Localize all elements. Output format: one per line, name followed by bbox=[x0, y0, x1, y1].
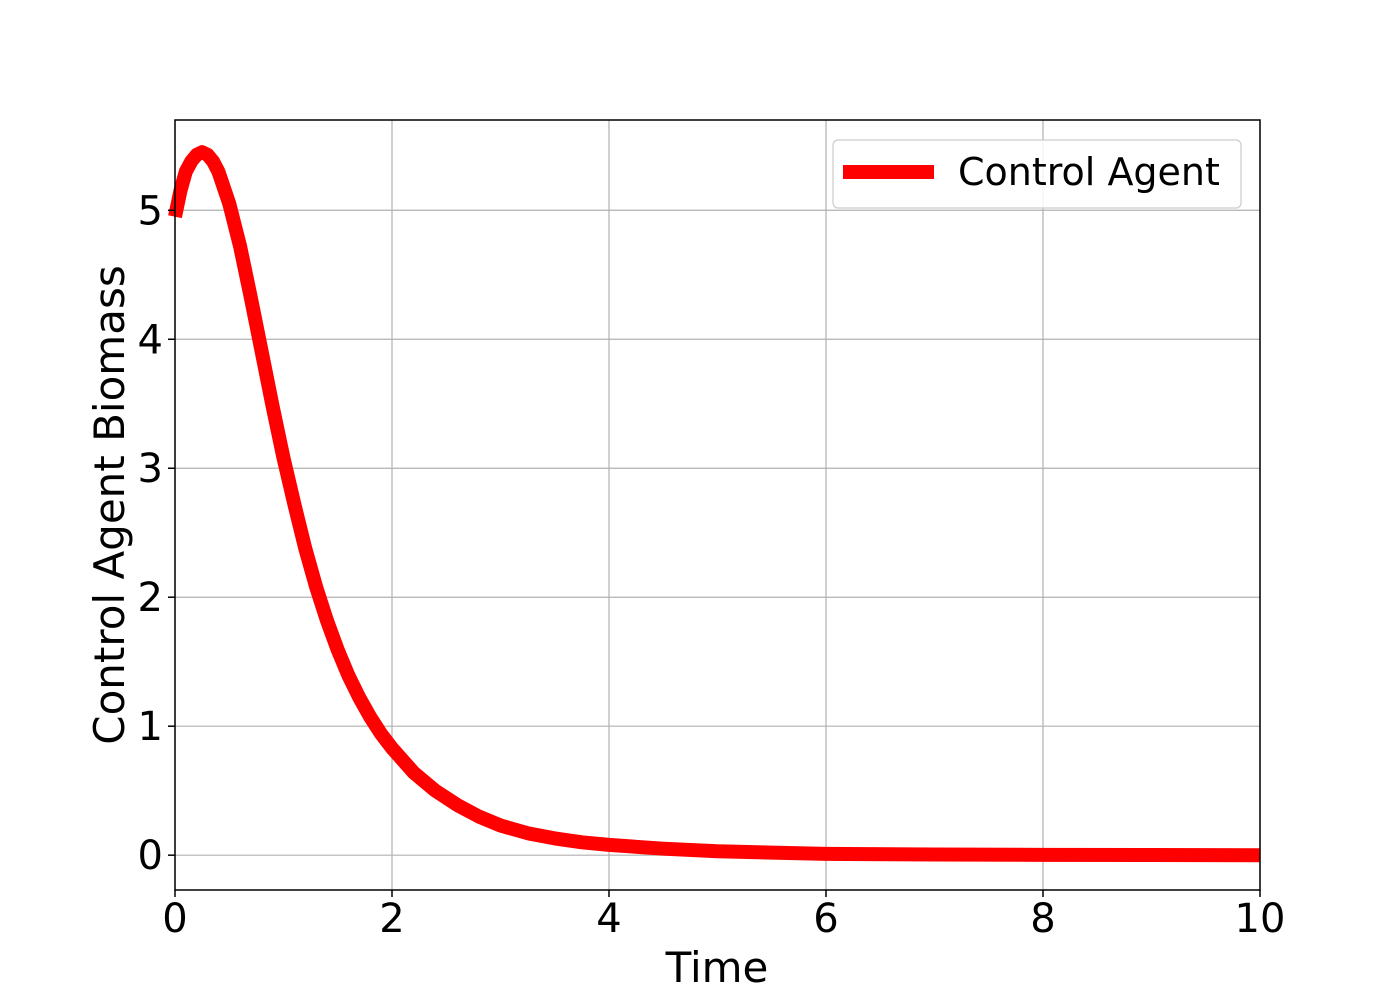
x-axis-label: Time bbox=[665, 943, 769, 992]
legend: Control Agent bbox=[832, 139, 1242, 209]
x-tick-label: 4 bbox=[596, 896, 621, 942]
x-tick-label: 10 bbox=[1235, 896, 1286, 942]
y-tick-label: 4 bbox=[138, 317, 163, 363]
y-tick-label: 5 bbox=[138, 188, 163, 234]
legend-label-control-agent: Control Agent bbox=[958, 150, 1220, 194]
y-tick-label: 1 bbox=[138, 704, 163, 750]
x-tick-label: 2 bbox=[379, 896, 404, 942]
x-tick-label: 0 bbox=[162, 896, 187, 942]
y-tick-label: 0 bbox=[138, 833, 163, 879]
y-axis-label: Control Agent Biomass bbox=[85, 265, 134, 744]
series-line-control-agent bbox=[168, 145, 1261, 863]
y-tick-label: 3 bbox=[138, 446, 163, 492]
plot-frame bbox=[174, 119, 1261, 891]
legend-box bbox=[832, 139, 1242, 209]
x-axis-ticks: 0 2 4 6 8 10 bbox=[162, 890, 1285, 942]
x-tick-label: 8 bbox=[1030, 896, 1055, 942]
y-tick-label: 2 bbox=[138, 575, 163, 621]
y-axis-ticks: 0 1 2 3 4 5 bbox=[138, 188, 175, 879]
x-tick-label: 6 bbox=[813, 896, 838, 942]
series-layer bbox=[168, 145, 1261, 863]
grid bbox=[174, 120, 1261, 890]
